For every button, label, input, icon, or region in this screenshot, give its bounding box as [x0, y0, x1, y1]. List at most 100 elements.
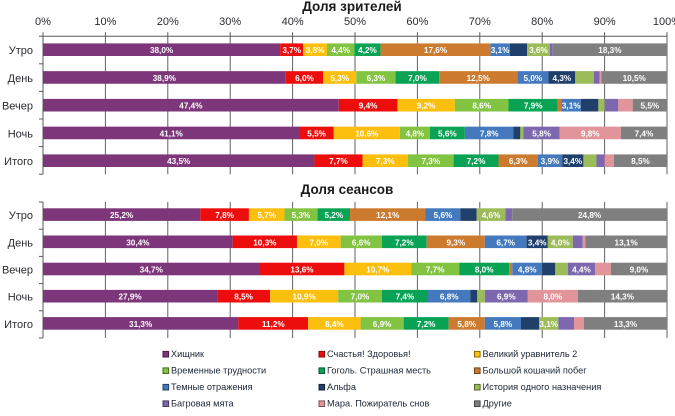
svg-text:9,0%: 9,0%	[630, 266, 649, 275]
svg-text:Великий уравнитель 2: Великий уравнитель 2	[483, 349, 578, 359]
svg-text:Темные отражения: Темные отражения	[171, 382, 253, 392]
svg-text:6,3%: 6,3%	[367, 74, 386, 83]
svg-text:Счастья! Здоровья!: Счастья! Здоровья!	[327, 349, 411, 359]
svg-text:Другие: Другие	[483, 399, 512, 409]
svg-text:43,5%: 43,5%	[167, 157, 191, 166]
svg-text:38,9%: 38,9%	[153, 74, 177, 83]
svg-text:7,3%: 7,3%	[421, 157, 440, 166]
svg-text:6,7%: 6,7%	[496, 238, 515, 247]
svg-text:4,0%: 4,0%	[551, 238, 570, 247]
svg-text:5,5%: 5,5%	[641, 102, 660, 111]
svg-text:5,8%: 5,8%	[532, 130, 551, 139]
svg-text:Багровая мята: Багровая мята	[171, 399, 235, 409]
svg-text:10,3%: 10,3%	[253, 238, 277, 247]
svg-text:4,8%: 4,8%	[518, 266, 537, 275]
svg-text:3,4%: 3,4%	[528, 238, 547, 247]
svg-text:12,5%: 12,5%	[467, 74, 491, 83]
svg-text:Вечер: Вечер	[2, 101, 33, 113]
svg-text:3,8%: 3,8%	[306, 46, 325, 55]
svg-text:3,1%: 3,1%	[562, 102, 581, 111]
svg-text:11,2%: 11,2%	[262, 320, 285, 329]
svg-text:9,4%: 9,4%	[359, 102, 378, 111]
svg-text:6,0%: 6,0%	[295, 74, 314, 83]
svg-text:13,3%: 13,3%	[614, 320, 638, 329]
svg-text:Большой кошачий побег: Большой кошачий побег	[483, 366, 588, 376]
svg-text:7,7%: 7,7%	[329, 157, 348, 166]
svg-text:6,6%: 6,6%	[352, 238, 371, 247]
svg-text:День: День	[8, 237, 34, 249]
svg-text:Утро: Утро	[9, 210, 33, 222]
svg-text:6,3%: 6,3%	[509, 157, 528, 166]
svg-text:5,5%: 5,5%	[307, 130, 326, 139]
svg-text:7,2%: 7,2%	[467, 157, 486, 166]
svg-text:6,9%: 6,9%	[373, 320, 392, 329]
svg-text:Альфа: Альфа	[327, 382, 357, 392]
svg-text:47,4%: 47,4%	[179, 102, 203, 111]
svg-text:5,3%: 5,3%	[330, 74, 349, 83]
svg-text:7,4%: 7,4%	[635, 130, 654, 139]
svg-text:4,3%: 4,3%	[553, 74, 572, 83]
svg-text:38,0%: 38,0%	[150, 46, 174, 55]
svg-text:Утро: Утро	[9, 45, 33, 57]
svg-text:3,1%: 3,1%	[539, 320, 558, 329]
svg-text:30%: 30%	[219, 16, 241, 28]
svg-text:7,0%: 7,0%	[309, 238, 328, 247]
svg-text:7,2%: 7,2%	[395, 238, 414, 247]
svg-text:20%: 20%	[157, 16, 179, 28]
svg-text:Хищник: Хищник	[171, 349, 205, 359]
svg-text:40%: 40%	[282, 16, 304, 28]
svg-text:24,8%: 24,8%	[578, 211, 602, 220]
svg-text:7,2%: 7,2%	[417, 320, 436, 329]
svg-text:31,3%: 31,3%	[129, 320, 153, 329]
svg-text:3,9%: 3,9%	[541, 157, 560, 166]
svg-text:Ночь: Ночь	[8, 292, 34, 304]
svg-text:9,8%: 9,8%	[581, 130, 600, 139]
svg-text:10,7%: 10,7%	[366, 266, 390, 275]
svg-text:5,6%: 5,6%	[438, 130, 457, 139]
svg-text:5,8%: 5,8%	[457, 320, 476, 329]
svg-text:10,9%: 10,9%	[293, 293, 317, 302]
svg-text:7,0%: 7,0%	[351, 293, 370, 302]
svg-text:Ночь: Ночь	[8, 129, 34, 141]
svg-text:8,0%: 8,0%	[475, 266, 494, 275]
svg-text:Итого: Итого	[4, 319, 33, 331]
svg-text:6,8%: 6,8%	[440, 293, 459, 302]
svg-text:10,5%: 10,5%	[623, 74, 647, 83]
svg-text:18,3%: 18,3%	[598, 46, 622, 55]
svg-text:4,2%: 4,2%	[358, 46, 377, 55]
svg-text:9,2%: 9,2%	[417, 102, 436, 111]
svg-text:8,0%: 8,0%	[543, 293, 562, 302]
svg-text:60%: 60%	[406, 16, 428, 28]
svg-text:3,6%: 3,6%	[529, 46, 548, 55]
svg-text:4,8%: 4,8%	[406, 130, 425, 139]
svg-text:17,6%: 17,6%	[424, 46, 448, 55]
svg-text:5,0%: 5,0%	[524, 74, 543, 83]
svg-text:10,6%: 10,6%	[355, 130, 379, 139]
svg-text:7,8%: 7,8%	[480, 130, 499, 139]
svg-text:8,5%: 8,5%	[631, 157, 650, 166]
svg-text:27,9%: 27,9%	[118, 293, 142, 302]
svg-text:7,9%: 7,9%	[524, 102, 543, 111]
svg-text:14,3%: 14,3%	[611, 293, 635, 302]
svg-text:80%: 80%	[531, 16, 553, 28]
svg-text:3,7%: 3,7%	[282, 46, 301, 55]
svg-text:7,8%: 7,8%	[215, 211, 234, 220]
svg-text:5,2%: 5,2%	[324, 211, 343, 220]
svg-text:История одного назначения: История одного назначения	[483, 382, 602, 392]
svg-text:7,7%: 7,7%	[426, 266, 445, 275]
svg-text:3,4%: 3,4%	[563, 157, 582, 166]
svg-text:5,8%: 5,8%	[494, 320, 513, 329]
svg-text:0%: 0%	[35, 16, 51, 28]
svg-text:8,5%: 8,5%	[234, 293, 253, 302]
svg-text:Доля зрителей: Доля зрителей	[302, 0, 401, 14]
svg-text:12,1%: 12,1%	[376, 211, 400, 220]
svg-text:9,3%: 9,3%	[446, 238, 465, 247]
svg-text:Доля сеансов: Доля сеансов	[301, 182, 394, 197]
svg-text:30,4%: 30,4%	[126, 238, 150, 247]
svg-text:3,1%: 3,1%	[491, 46, 510, 55]
svg-text:5,3%: 5,3%	[292, 211, 311, 220]
svg-text:Мара. Пожиратель снов: Мара. Пожиратель снов	[327, 399, 429, 409]
svg-text:41,1%: 41,1%	[160, 130, 184, 139]
svg-text:34,7%: 34,7%	[140, 266, 164, 275]
svg-text:Вечер: Вечер	[2, 265, 33, 277]
